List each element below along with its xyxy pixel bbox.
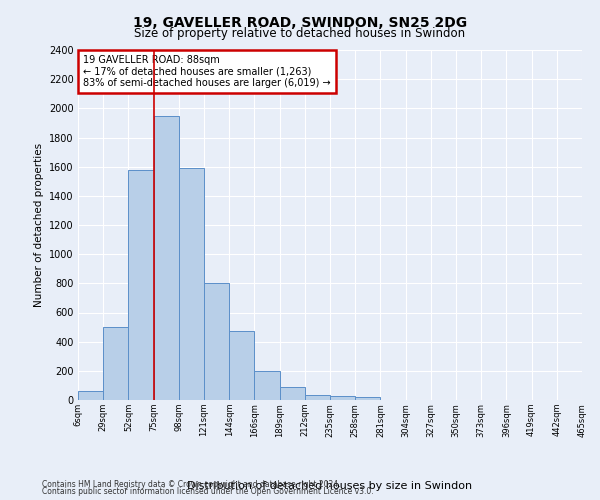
Text: Contains public sector information licensed under the Open Government Licence v3: Contains public sector information licen… — [42, 487, 374, 496]
Bar — [154, 116, 179, 400]
Bar — [280, 387, 305, 400]
Text: 19, GAVELLER ROAD, SWINDON, SN25 2DG: 19, GAVELLER ROAD, SWINDON, SN25 2DG — [133, 16, 467, 30]
X-axis label: Distribution of detached houses by size in Swindon: Distribution of detached houses by size … — [187, 481, 473, 491]
Bar — [128, 170, 154, 400]
Bar — [179, 168, 204, 400]
Bar — [229, 330, 254, 400]
Bar — [330, 396, 355, 400]
Bar — [355, 397, 380, 400]
Text: Size of property relative to detached houses in Swindon: Size of property relative to detached ho… — [134, 28, 466, 40]
Text: Contains HM Land Registry data © Crown copyright and database right 2024.: Contains HM Land Registry data © Crown c… — [42, 480, 341, 489]
Bar — [204, 284, 229, 400]
Bar — [78, 391, 103, 400]
Y-axis label: Number of detached properties: Number of detached properties — [34, 143, 44, 307]
Bar — [254, 371, 280, 400]
Bar — [103, 327, 128, 400]
Text: 19 GAVELLER ROAD: 88sqm
← 17% of detached houses are smaller (1,263)
83% of semi: 19 GAVELLER ROAD: 88sqm ← 17% of detache… — [83, 56, 331, 88]
Bar — [305, 395, 330, 400]
